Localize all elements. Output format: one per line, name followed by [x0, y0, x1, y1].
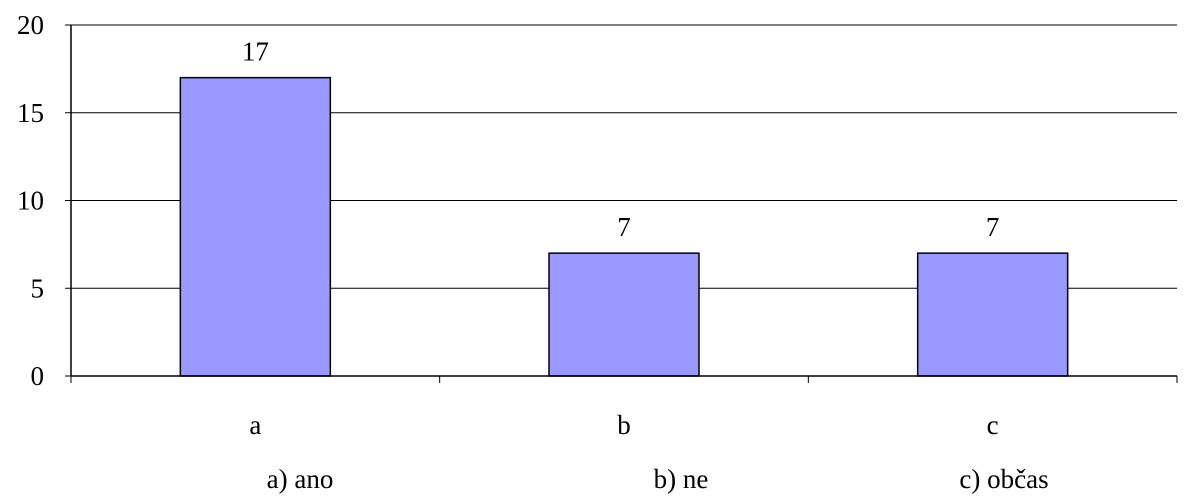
data-label-b: 7: [617, 212, 631, 242]
axes: [65, 24, 1178, 383]
bar-c: [916, 252, 1069, 377]
footer-label-b: b) ne: [653, 464, 709, 494]
y-tick-label-0: 0: [31, 361, 45, 391]
labels: 0 5 10 15 20 17 a 7 b 7 c: [17, 10, 999, 440]
data-label-a: 17: [242, 37, 269, 67]
bar-a: [179, 76, 332, 377]
x-tick-label-b: b: [617, 410, 631, 440]
x-tick-label-a: a: [249, 410, 261, 440]
y-tick-label-10: 10: [17, 186, 44, 216]
data-label-c: 7: [986, 212, 1000, 242]
bar-b: [548, 252, 700, 377]
x-tick-label-c: c: [987, 410, 999, 440]
y-tick-label-20: 20: [17, 10, 44, 40]
footer-label-c: c) občas: [959, 464, 1049, 494]
chart-canvas: 0 5 10 15 20 17 a 7 b 7 c: [17, 10, 1178, 440]
y-tick-label-15: 15: [17, 98, 44, 128]
footer-label-a: a) ano: [266, 464, 334, 494]
y-tick-label-5: 5: [31, 273, 45, 303]
